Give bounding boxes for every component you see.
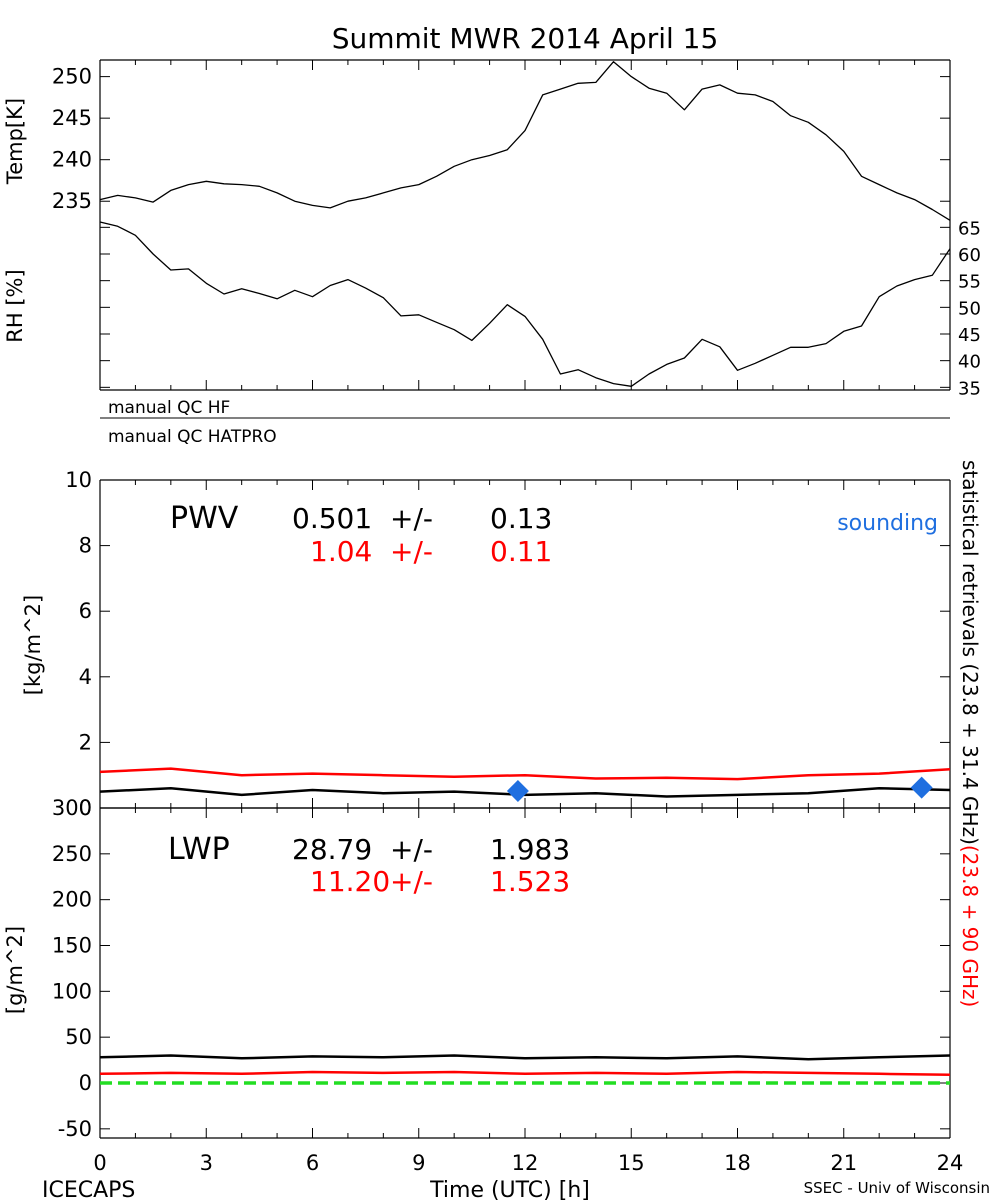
stat-pm: +/- xyxy=(390,502,433,535)
y-tick-label: 60 xyxy=(958,245,981,266)
sounding-point xyxy=(506,779,529,802)
y-tick-label: 10 xyxy=(65,468,92,492)
y-tick-label: 8 xyxy=(79,534,92,558)
y-tick-label: 35 xyxy=(958,378,981,399)
x-tick-label: 9 xyxy=(412,1151,425,1175)
plot-pwv: 0 2 4 6 8 10 [kg/m^2] PWV 0.501 +/- 0.13 1.04 +/- 0.1… xyxy=(21,468,951,820)
y-axis-label: [kg/m^2] xyxy=(21,595,45,695)
stat-mean: 0.501 xyxy=(292,502,372,535)
xlabel: Time (UTC) [h] xyxy=(429,1178,590,1200)
stat-pm: +/- xyxy=(390,535,433,568)
y-tick-label: 235 xyxy=(52,189,92,213)
y-tick-label: 6 xyxy=(79,599,92,623)
y-tick-label: 250 xyxy=(52,65,92,89)
side-label: statistical retrievals (23.8 + 31.4 GHz)… xyxy=(958,460,982,1007)
y-tick-label: -50 xyxy=(58,1117,92,1141)
series-line-1 xyxy=(99,1070,951,1077)
y-tick-label: 45 xyxy=(958,325,981,346)
sounding-point xyxy=(910,776,933,799)
stat-sd: 0.13 xyxy=(490,502,552,535)
x-tick-label: 3 xyxy=(200,1151,213,1175)
stat-mean: 28.79 xyxy=(292,833,372,866)
plot-rh: 35 40 45 50 55 60 65 RH [%] xyxy=(3,218,981,399)
stat-sd: 1.983 xyxy=(490,833,570,866)
y-tick-label: 40 xyxy=(958,352,981,373)
y-tick-label: 200 xyxy=(52,888,92,912)
x-tick-label: 0 xyxy=(93,1151,106,1175)
y-tick-label: 100 xyxy=(52,979,92,1003)
qc-label-hf: manual QC HF xyxy=(108,398,230,418)
stat-pm: +/- xyxy=(390,865,433,898)
stat-sd: 1.523 xyxy=(490,865,570,898)
x-tick-label: 15 xyxy=(618,1151,645,1175)
x-tick-label: 18 xyxy=(724,1151,751,1175)
stat-pm: +/- xyxy=(390,833,433,866)
y-tick-label: 65 xyxy=(958,218,981,239)
x-tick-label: 12 xyxy=(512,1151,539,1175)
y-axis-label: RH [%] xyxy=(3,269,27,342)
stat-mean: 1.04 xyxy=(310,535,372,568)
y-tick-label: 2 xyxy=(79,730,92,754)
x-tick-label: 21 xyxy=(830,1151,857,1175)
footer-right: SSEC - Univ of Wisconsin xyxy=(804,1179,990,1197)
qc-label-hatpro: manual QC HATPRO xyxy=(108,427,277,447)
y-axis-label: [g/m^2] xyxy=(3,926,27,1014)
stat-sd: 0.11 xyxy=(490,535,552,568)
series-line-0 xyxy=(99,61,951,221)
panel-label: LWP xyxy=(168,832,230,867)
y-tick-label: 245 xyxy=(52,106,92,130)
chart-title: Summit MWR 2014 April 15 xyxy=(332,22,719,55)
y-tick-label: 0 xyxy=(79,796,92,820)
y-tick-label: 240 xyxy=(52,148,92,172)
y-tick-label: 50 xyxy=(958,298,981,319)
y-tick-label: 150 xyxy=(52,934,92,958)
y-tick-label: 50 xyxy=(65,1025,92,1049)
series-line-0 xyxy=(99,767,951,781)
series-line-0 xyxy=(99,1054,951,1061)
x-tick-label: 24 xyxy=(937,1151,964,1175)
y-axis-label: Temp[K] xyxy=(3,98,27,185)
stat-mean: 11.20 xyxy=(310,865,390,898)
side-label-black: statistical retrievals (23.8 + 31.4 GHz) xyxy=(958,460,982,845)
y-tick-label: 55 xyxy=(958,272,981,293)
y-tick-label: 0 xyxy=(79,1071,92,1095)
panel-label: PWV xyxy=(170,501,239,536)
series-line-1 xyxy=(99,787,951,798)
y-tick-label: 300 xyxy=(52,796,92,820)
plot-temp: 235 240 245 250 Temp[K] xyxy=(3,59,951,222)
series-line-0 xyxy=(99,221,951,387)
y-tick-label: 4 xyxy=(79,665,92,689)
legend-sounding: sounding xyxy=(837,511,938,536)
y-tick-label: 250 xyxy=(52,842,92,866)
side-label-red: (23.8 + 90 GHz) xyxy=(958,845,982,1007)
x-tick-label: 6 xyxy=(306,1151,319,1175)
footer-left: ICECAPS xyxy=(42,1178,135,1200)
